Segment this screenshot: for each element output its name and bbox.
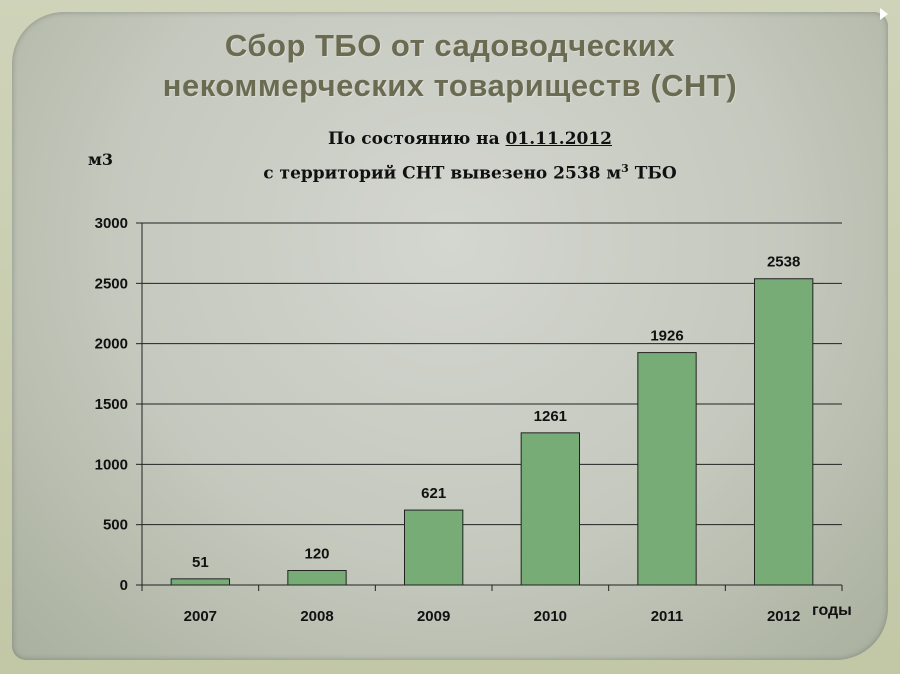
subtitle-date: 01.11.2012	[505, 129, 613, 149]
subtitle-line2-start: с территорий СНТ вывезено 2538 м	[263, 163, 622, 184]
y-axis-label: м3	[88, 150, 114, 169]
bar-2008	[287, 570, 347, 586]
data-label-2008: 120	[304, 546, 329, 563]
x-tick-label-2011: 2011	[651, 608, 684, 625]
data-label-2007: 51	[192, 554, 209, 571]
y-tick-label: 1000	[95, 456, 128, 473]
bar-2009	[404, 509, 464, 586]
x-tick-label-2009: 2009	[417, 608, 450, 625]
x-tick-label-2010: 2010	[534, 608, 567, 625]
data-label-2012: 2538	[767, 254, 800, 271]
y-tick-label: 1500	[95, 396, 128, 413]
y-tick-label: 3000	[95, 215, 128, 232]
data-label-2010: 1261	[534, 408, 567, 425]
data-label-2009: 621	[421, 485, 446, 502]
y-tick-label: 500	[103, 517, 128, 534]
title-line-2: некоммерческих товариществ (СНТ)	[162, 68, 738, 103]
subtitle-prefix: По состоянию на	[327, 129, 506, 149]
subtitle-line-2: с территорий СНТ вывезено 2538 м3 ТБО	[150, 154, 790, 189]
x-tick-label-2008: 2008	[300, 608, 333, 625]
bar-2012	[754, 278, 814, 586]
x-tick-label-2012: 2012	[767, 608, 800, 625]
y-tick-label: 2000	[95, 336, 128, 353]
subtitle-superscript: 3	[621, 162, 629, 175]
data-label-2011: 1926	[650, 328, 683, 345]
bar-2007	[170, 578, 231, 586]
y-tick-label: 0	[120, 577, 128, 594]
y-tick-label: 2500	[95, 275, 128, 292]
corner-arrow-icon	[880, 8, 888, 20]
subtitle-line-1: По состоянию на 01.11.2012	[150, 124, 790, 154]
title-line-1: Сбор ТБО от садоводческих	[224, 28, 676, 63]
chart-subtitle: По состоянию на 01.11.2012 с территорий …	[150, 124, 790, 189]
x-axis-label: годы	[812, 602, 852, 619]
slide-title: Сбор ТБО от садоводческих некоммерческих…	[0, 26, 900, 106]
x-tick-label-2007: 2007	[184, 608, 217, 625]
bar-2010	[520, 432, 581, 586]
bar-2011	[637, 352, 697, 586]
subtitle-line2-end: ТБО	[628, 163, 677, 184]
